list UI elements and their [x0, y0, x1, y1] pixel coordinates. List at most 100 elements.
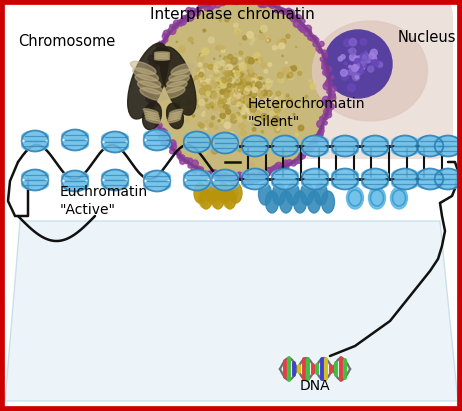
Circle shape [186, 7, 192, 14]
Circle shape [250, 173, 256, 179]
FancyBboxPatch shape [247, 0, 453, 159]
Text: Chromosome: Chromosome [18, 34, 115, 48]
Circle shape [239, 85, 243, 88]
Circle shape [258, 138, 264, 144]
Circle shape [177, 154, 182, 159]
Circle shape [246, 86, 248, 88]
Ellipse shape [184, 179, 210, 190]
Circle shape [250, 162, 254, 167]
Circle shape [264, 171, 270, 177]
Circle shape [282, 55, 283, 56]
Circle shape [331, 76, 334, 79]
Circle shape [167, 30, 170, 33]
Circle shape [242, 112, 244, 114]
Circle shape [233, 73, 236, 76]
Ellipse shape [242, 178, 268, 189]
Ellipse shape [204, 183, 214, 201]
Circle shape [267, 120, 273, 126]
Circle shape [268, 39, 271, 42]
Circle shape [317, 134, 323, 139]
Circle shape [242, 98, 248, 104]
Circle shape [349, 48, 356, 55]
Circle shape [237, 89, 240, 92]
Circle shape [245, 97, 252, 104]
Circle shape [328, 103, 334, 110]
Circle shape [258, 57, 263, 62]
Circle shape [187, 109, 192, 113]
Circle shape [192, 160, 198, 167]
Circle shape [360, 62, 365, 66]
Circle shape [268, 63, 272, 66]
Circle shape [214, 73, 218, 76]
Circle shape [242, 106, 246, 111]
Circle shape [355, 56, 363, 64]
Circle shape [348, 49, 352, 52]
Ellipse shape [435, 145, 461, 156]
Ellipse shape [102, 179, 128, 190]
Circle shape [286, 62, 287, 64]
Circle shape [359, 58, 365, 63]
Circle shape [322, 114, 328, 120]
Circle shape [223, 173, 228, 178]
Circle shape [180, 18, 186, 25]
Circle shape [234, 23, 238, 28]
Circle shape [250, 135, 255, 140]
Ellipse shape [435, 178, 461, 189]
Circle shape [284, 160, 288, 164]
Circle shape [194, 9, 201, 16]
Circle shape [239, 51, 243, 55]
Circle shape [276, 91, 280, 96]
Circle shape [179, 46, 185, 53]
Circle shape [260, 105, 266, 111]
Circle shape [148, 98, 156, 105]
Circle shape [247, 32, 253, 38]
Circle shape [271, 166, 277, 171]
Circle shape [277, 72, 283, 78]
Ellipse shape [144, 130, 170, 141]
Circle shape [229, 132, 233, 136]
Circle shape [206, 120, 207, 122]
Circle shape [208, 2, 216, 9]
Circle shape [236, 99, 241, 105]
Circle shape [266, 79, 270, 83]
Circle shape [261, 25, 267, 32]
Circle shape [286, 35, 290, 38]
Circle shape [355, 60, 359, 64]
Circle shape [150, 59, 156, 65]
Circle shape [301, 19, 305, 23]
Circle shape [211, 92, 216, 97]
Circle shape [326, 66, 331, 72]
Circle shape [241, 85, 242, 86]
Circle shape [169, 140, 176, 147]
Circle shape [231, 58, 237, 64]
Circle shape [221, 111, 224, 113]
Circle shape [232, 82, 233, 83]
Circle shape [227, 175, 234, 182]
Circle shape [309, 143, 314, 148]
Circle shape [232, 84, 237, 88]
Circle shape [319, 42, 324, 46]
Circle shape [261, 172, 268, 179]
Circle shape [161, 140, 166, 146]
Circle shape [354, 56, 359, 61]
Circle shape [222, 46, 225, 49]
Circle shape [238, 87, 240, 89]
Circle shape [362, 55, 367, 60]
Circle shape [227, 88, 231, 92]
Circle shape [210, 102, 214, 106]
Circle shape [244, 147, 249, 152]
Circle shape [322, 96, 329, 104]
Circle shape [300, 26, 306, 32]
Circle shape [211, 95, 214, 98]
Ellipse shape [230, 183, 242, 203]
Circle shape [244, 92, 249, 97]
Circle shape [285, 99, 287, 102]
Circle shape [146, 97, 150, 102]
Circle shape [259, 77, 262, 80]
Ellipse shape [154, 58, 170, 60]
Circle shape [362, 67, 364, 69]
Circle shape [266, 0, 271, 2]
Circle shape [232, 79, 235, 82]
Circle shape [259, 88, 266, 95]
Circle shape [200, 124, 204, 128]
